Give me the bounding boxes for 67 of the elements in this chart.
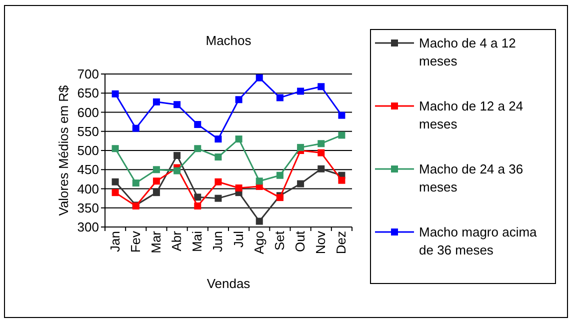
point xyxy=(338,112,346,119)
point xyxy=(276,172,284,179)
point xyxy=(318,140,325,148)
point xyxy=(112,178,119,186)
x-tick-label: Mai xyxy=(190,230,205,252)
chart-title: Machos xyxy=(206,33,252,48)
point xyxy=(152,98,160,106)
point xyxy=(256,178,263,185)
y-tick-label: 600 xyxy=(77,104,99,120)
point xyxy=(194,145,202,152)
y-axis-title: Valores Médios em R$ xyxy=(56,84,71,216)
legend-label: Macho de 4 a 12 meses xyxy=(419,36,516,69)
y-tick-label: 500 xyxy=(77,143,99,158)
point xyxy=(194,120,202,128)
point xyxy=(235,136,242,143)
y-tick-label: 400 xyxy=(77,181,99,196)
legend-label: Macho de 24 a 36 meses xyxy=(419,162,524,195)
point xyxy=(318,165,325,172)
point xyxy=(214,154,222,161)
point xyxy=(174,152,181,159)
point xyxy=(297,144,304,151)
point xyxy=(174,167,181,174)
point xyxy=(318,149,325,156)
point xyxy=(297,180,304,188)
point xyxy=(297,88,304,95)
x-tick-label: Nov xyxy=(313,230,328,254)
legend-label: Macho de 12 a 24 meses xyxy=(419,98,524,132)
y-tick-label: 650 xyxy=(77,86,99,101)
y-tick-label: 700 xyxy=(77,66,99,82)
x-tick-label: Jun xyxy=(210,231,226,252)
y-tick-label: 350 xyxy=(77,200,99,216)
point xyxy=(214,178,222,186)
point xyxy=(132,180,140,187)
point xyxy=(235,184,242,192)
x-tick-label: Fev xyxy=(128,230,143,253)
x-tick-label: Set xyxy=(272,230,287,251)
legend-label: Macho magro acima de 36 meses xyxy=(419,224,538,258)
point xyxy=(174,101,181,108)
x-tick-label: Mar xyxy=(148,230,164,254)
x-tick-label: Ago xyxy=(251,231,266,254)
point xyxy=(132,124,140,132)
y-tick-label: 550 xyxy=(77,124,99,139)
point xyxy=(112,145,119,152)
point xyxy=(112,90,119,98)
point xyxy=(152,166,160,174)
x-tick-label: Out xyxy=(292,230,308,252)
x-axis-title: Vendas xyxy=(206,276,251,291)
x-tick-label: Jan xyxy=(107,231,122,252)
point xyxy=(256,218,263,225)
point xyxy=(194,194,202,201)
x-tick-label: Abr xyxy=(169,230,184,252)
point xyxy=(152,178,160,185)
x-tick-label: Dez xyxy=(334,231,349,254)
point xyxy=(112,189,119,196)
x-tick-label: Jul xyxy=(230,230,246,248)
point xyxy=(194,202,202,210)
point xyxy=(338,176,346,184)
point xyxy=(235,96,242,104)
point xyxy=(338,132,346,139)
point xyxy=(214,136,222,143)
y-tick-label: 450 xyxy=(77,162,99,178)
y-tick-label: 300 xyxy=(77,220,99,235)
point xyxy=(276,94,284,102)
point xyxy=(152,189,160,196)
point xyxy=(256,74,263,82)
point xyxy=(318,83,325,90)
point xyxy=(214,194,222,202)
